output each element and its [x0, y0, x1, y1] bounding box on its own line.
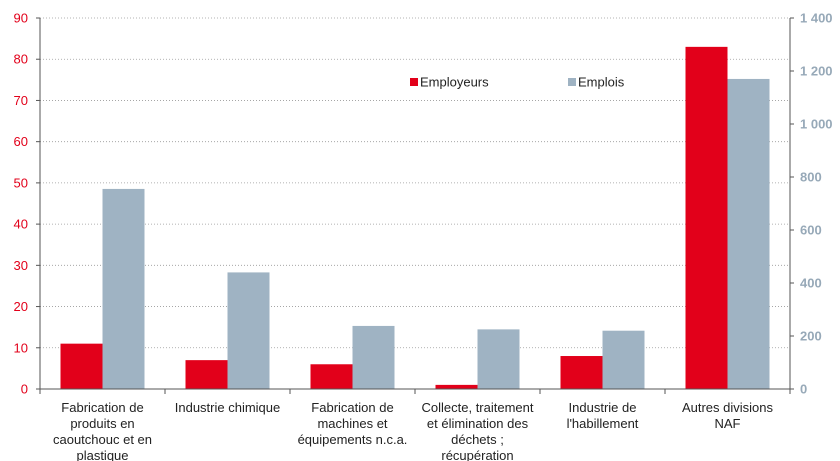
- right-axis-ticks: 0 200 400 600 800 1 000 1 200 1 400: [800, 11, 833, 397]
- right-tick-label: 0: [800, 382, 807, 397]
- right-tick-label: 200: [800, 329, 822, 344]
- category-label: Fabrication de produits en caoutchouc et e…: [53, 400, 152, 461]
- axes: [36, 17, 794, 394]
- bar-employeurs: [185, 360, 228, 389]
- right-tick-label: 1 400: [800, 11, 833, 26]
- right-tick-label: 600: [800, 223, 822, 238]
- right-tick-label: 1 000: [800, 117, 833, 132]
- category-label: Collecte, traitement et élimination des dé…: [422, 400, 534, 461]
- left-tick-label: 80: [14, 52, 28, 67]
- left-tick-label: 70: [14, 93, 28, 108]
- right-tick-label: 800: [800, 170, 822, 185]
- bar-emplois: [102, 188, 145, 389]
- category-label: Fabrication de machines et équipements n.c…: [298, 400, 408, 447]
- category-label: Industrie chimique: [175, 400, 281, 415]
- bar-emplois: [477, 329, 520, 389]
- category-label: Industrie de l'habillement: [567, 400, 639, 431]
- category-label: Autres divisions NAF: [682, 400, 774, 431]
- bar-emplois: [227, 272, 270, 389]
- bar-emplois: [602, 330, 645, 389]
- legend-swatch: [568, 78, 576, 86]
- left-tick-label: 90: [14, 11, 28, 26]
- left-tick-label: 10: [14, 340, 28, 355]
- left-tick-label: 30: [14, 258, 28, 273]
- category-labels: Fabrication de produits en caoutchouc et e…: [53, 400, 774, 461]
- legend-swatch: [410, 78, 418, 86]
- bar-employeurs: [60, 343, 103, 389]
- bars: [60, 46, 770, 389]
- bar-employeurs: [685, 46, 728, 389]
- bar-emplois: [352, 325, 395, 389]
- legend: Employeurs Emplois: [410, 75, 625, 90]
- left-axis-ticks: 0 10 20 30 40 50 60 70 80 90: [14, 11, 28, 397]
- right-tick-label: 400: [800, 276, 822, 291]
- left-tick-label: 60: [14, 134, 28, 149]
- left-tick-label: 40: [14, 217, 28, 232]
- bar-emplois: [727, 78, 770, 389]
- bar-employeurs: [310, 364, 353, 389]
- legend-label: Emplois: [578, 75, 625, 90]
- left-tick-label: 0: [21, 382, 28, 397]
- legend-label: Employeurs: [420, 75, 489, 90]
- bar-employeurs: [435, 384, 478, 389]
- left-tick-label: 50: [14, 175, 28, 190]
- gridlines: [40, 17, 790, 349]
- bar-employeurs: [560, 356, 603, 389]
- left-tick-label: 20: [14, 299, 28, 314]
- right-tick-label: 1 200: [800, 64, 833, 79]
